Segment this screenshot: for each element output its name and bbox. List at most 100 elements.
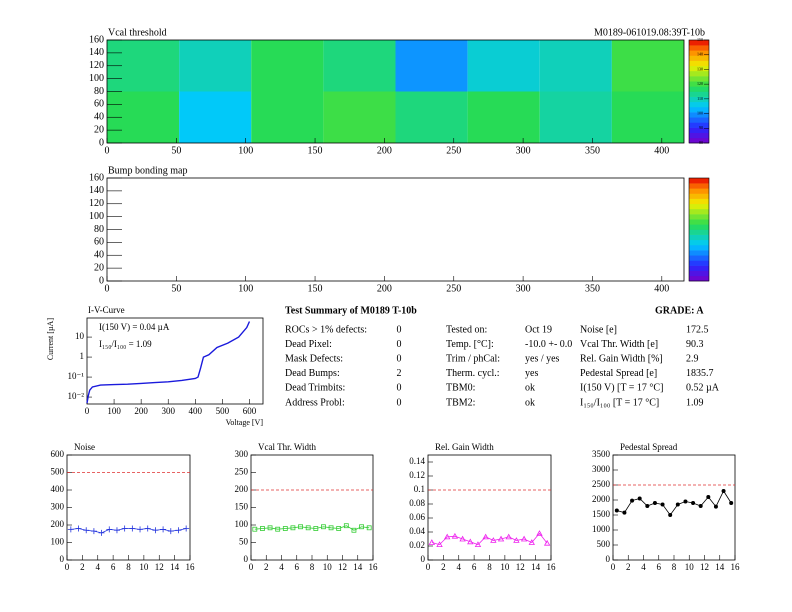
marker — [505, 533, 512, 540]
x-tick-label: 6 — [295, 562, 300, 572]
y-tick-label: 100 — [89, 211, 104, 222]
data-line — [431, 532, 548, 546]
x-tick-label: 300 — [161, 406, 175, 416]
y-tick-label: 1500 — [592, 509, 611, 519]
heatmap-cell — [395, 40, 468, 92]
marker — [252, 526, 258, 532]
y-tick-label: 0.08 — [409, 498, 425, 508]
x-tick-label: 50 — [171, 145, 181, 156]
y-tick-label: 300 — [235, 449, 249, 459]
color-bar-step — [689, 106, 709, 113]
summary-label: Vcal Thr. Width [e] — [580, 339, 658, 350]
x-tick-label: 0 — [85, 406, 90, 416]
y-tick-label: 0 — [244, 554, 249, 564]
y-tick-label: 150 — [235, 502, 249, 512]
y-tick-label: 0 — [99, 137, 104, 148]
marker — [451, 532, 459, 539]
color-bar-label: 110 — [697, 96, 703, 101]
marker — [660, 502, 665, 507]
color-bar-step — [689, 96, 709, 103]
y-tick-label: 400 — [51, 484, 65, 494]
marker — [645, 503, 650, 508]
x-tick-label: 600 — [243, 406, 257, 416]
summary-value: 0 — [397, 324, 402, 335]
marker — [343, 523, 349, 529]
marker — [351, 527, 357, 533]
summary-value: ok — [525, 383, 535, 394]
color-bar-step — [689, 203, 709, 210]
plot-frame — [66, 454, 191, 561]
y-tick-label: 0 — [606, 554, 611, 564]
marker — [328, 525, 334, 531]
marker — [622, 510, 627, 515]
marker — [436, 541, 443, 547]
y-tick-label: 1 — [80, 351, 85, 361]
marker — [513, 537, 520, 543]
marker — [528, 539, 535, 545]
color-bar-step — [689, 275, 709, 282]
y-tick-label: 100 — [51, 537, 65, 547]
summary-label: ROCs > 1% defects: — [285, 324, 367, 335]
data-line — [86, 321, 251, 404]
x-tick-label: 14 — [531, 562, 541, 572]
color-bar-label: 90 — [699, 125, 703, 130]
marker — [721, 488, 726, 493]
marker — [75, 525, 82, 532]
y-tick-label: 120 — [89, 198, 104, 209]
x-tick-label: 6 — [472, 562, 477, 572]
marker — [183, 525, 190, 532]
y-tick-label: 0 — [421, 554, 426, 564]
color-bar-step — [689, 132, 709, 139]
marker — [167, 528, 174, 535]
marker — [175, 527, 182, 534]
marker — [260, 526, 265, 531]
marker — [536, 530, 543, 536]
marker — [67, 526, 74, 533]
color-bar-step — [689, 55, 709, 61]
y-tick-label: 0.04 — [409, 526, 425, 536]
x-tick-label: 150 — [308, 145, 323, 156]
marker — [482, 533, 489, 540]
marker — [428, 539, 436, 545]
summary-label: Dead Trimbits: — [285, 383, 345, 394]
chart-title: Vcal threshold — [108, 27, 167, 38]
x-tick-label: 300 — [516, 283, 531, 294]
y-tick-label: 40 — [94, 250, 104, 261]
x-tick-label: 8 — [672, 562, 677, 572]
x-tick-label: 8 — [310, 562, 315, 572]
y-tick-label: 10⁻² — [68, 391, 85, 401]
x-tick-label: 2 — [626, 562, 631, 572]
heatmap-cell — [467, 40, 540, 92]
summary-value: 0 — [397, 383, 402, 394]
color-bar-step — [689, 127, 709, 133]
color-bar-step — [689, 60, 709, 67]
y-tick-label: 300 — [51, 502, 65, 512]
y-tick-label: 140 — [89, 185, 104, 196]
chart-title: Pedestal Spread — [620, 442, 678, 452]
color-bar-step — [689, 198, 709, 205]
plot-frame — [86, 317, 264, 405]
y-tick-label: 160 — [89, 172, 104, 183]
marker — [630, 498, 635, 503]
marker — [290, 525, 296, 531]
x-tick-label: 300 — [516, 145, 531, 156]
summary-value: ok — [525, 397, 535, 408]
color-bar-step — [689, 229, 709, 235]
y-tick-label: 160 — [89, 34, 104, 45]
x-axis-label: Voltage [V] — [226, 418, 264, 427]
summary-label: Rel. Gain Width [%] — [580, 353, 663, 364]
x-tick-label: 10 — [323, 562, 333, 572]
color-bar-step — [689, 244, 709, 251]
x-tick-label: 16 — [186, 562, 196, 572]
x-tick-label: 12 — [516, 562, 525, 572]
summary-label: Therm. cycl.: — [446, 368, 500, 379]
summary-value: Oct 19 — [525, 324, 552, 335]
color-bar-step — [689, 239, 709, 246]
y-tick-label: 20 — [94, 262, 104, 273]
summary-label: Mask Defects: — [285, 353, 343, 364]
y-tick-label: 10⁻¹ — [68, 371, 85, 381]
data-line — [616, 490, 732, 516]
x-tick-label: 2 — [441, 562, 446, 572]
